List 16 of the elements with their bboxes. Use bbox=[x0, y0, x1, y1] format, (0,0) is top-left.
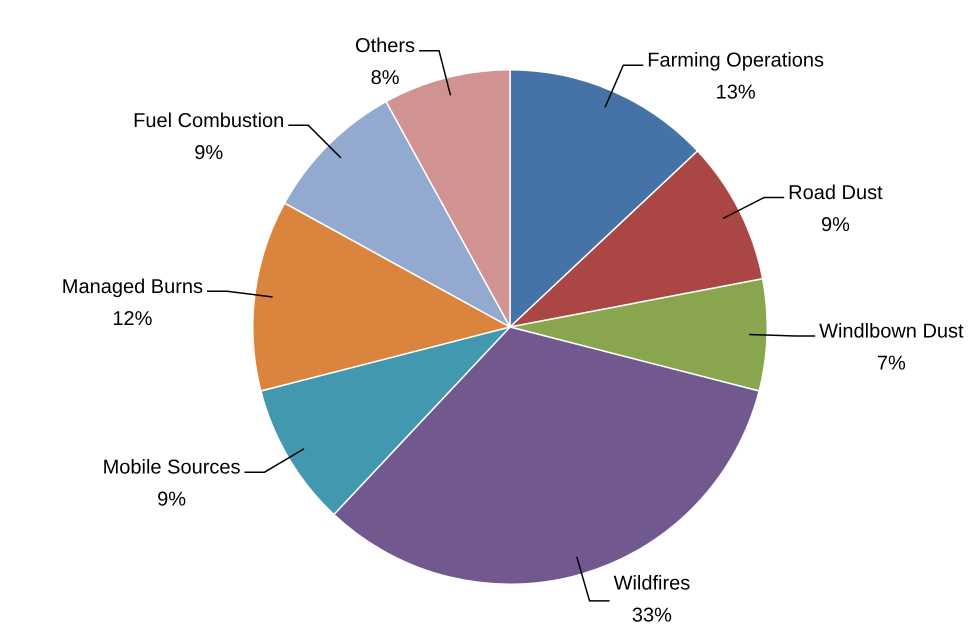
slice-label: Road Dust bbox=[788, 182, 884, 204]
slice-label: Mobile Sources bbox=[102, 456, 240, 479]
data-label: 13% bbox=[716, 82, 756, 104]
data-label: 7% bbox=[876, 352, 906, 374]
data-label: 9% bbox=[820, 214, 850, 236]
slice-label: Managed Burns bbox=[62, 276, 203, 298]
data-label: 33% bbox=[632, 604, 672, 627]
slice-label: Farming Operations bbox=[647, 50, 824, 72]
slice-label: Others bbox=[355, 35, 416, 58]
slice-label: Wildfires bbox=[614, 572, 690, 595]
data-label: 9% bbox=[194, 142, 224, 164]
data-label: 12% bbox=[112, 308, 153, 330]
data-label: 8% bbox=[370, 67, 400, 90]
slice-label: Fuel Combustion bbox=[133, 110, 284, 132]
data-label: 9% bbox=[157, 488, 186, 511]
slice-label: Windlbown Dust bbox=[819, 320, 964, 342]
